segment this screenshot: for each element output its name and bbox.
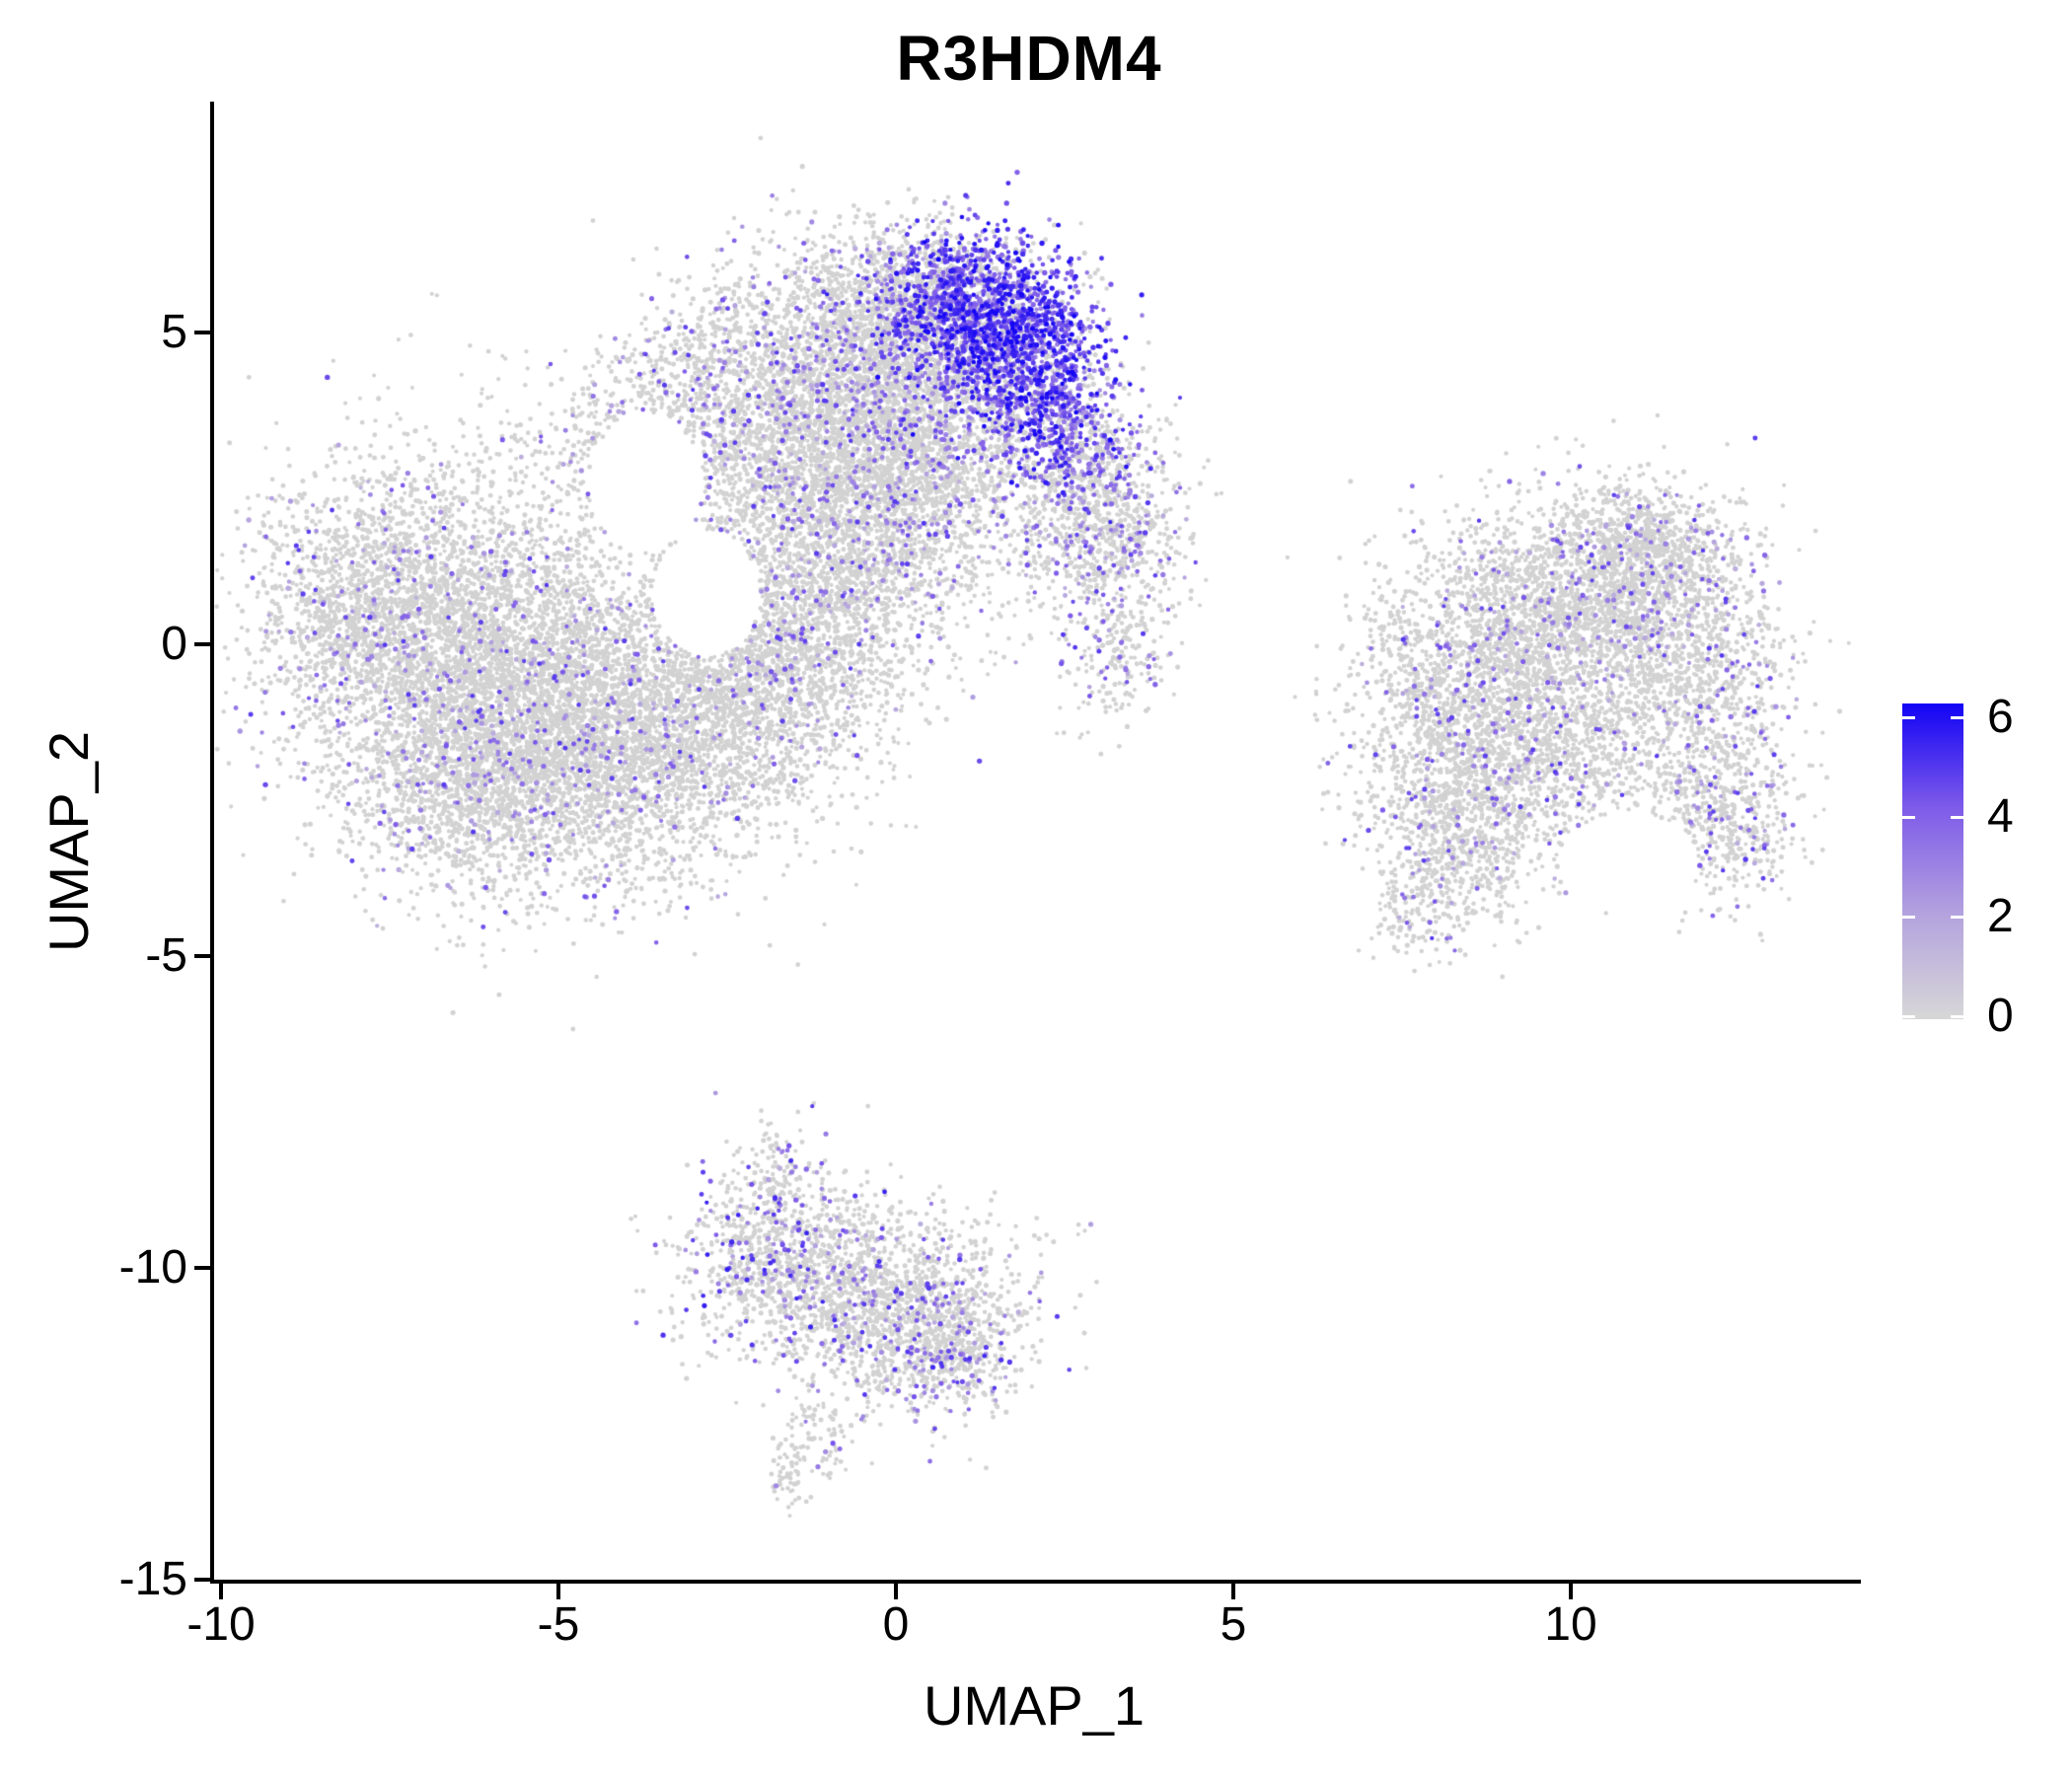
x-axis-tick-label: 5 bbox=[1220, 1598, 1247, 1651]
y-axis-line bbox=[210, 102, 214, 1584]
y-axis-tick-label: -15 bbox=[118, 1553, 187, 1605]
x-axis-tick-label: 10 bbox=[1544, 1598, 1597, 1651]
y-axis-tick bbox=[194, 331, 210, 334]
colorbar-tick bbox=[1902, 1015, 1915, 1018]
colorbar-tick bbox=[1951, 816, 1963, 819]
y-axis-tick-label: -10 bbox=[118, 1241, 187, 1294]
x-axis-tick-label: -10 bbox=[186, 1598, 256, 1651]
plot-title: R3HDM4 bbox=[896, 23, 1162, 94]
colorbar-tick-label: 0 bbox=[1987, 990, 2014, 1042]
y-axis-tick bbox=[194, 1266, 210, 1270]
x-axis-tick bbox=[894, 1584, 898, 1599]
colorbar-tick-label: 4 bbox=[1987, 790, 2014, 843]
y-axis-tick bbox=[194, 642, 210, 646]
colorbar-tick bbox=[1951, 1015, 1963, 1018]
x-axis-title: UMAP_1 bbox=[923, 1674, 1146, 1737]
y-axis-tick bbox=[194, 1578, 210, 1582]
colorbar-tick bbox=[1951, 716, 1963, 719]
colorbar-tick-label: 6 bbox=[1987, 691, 2014, 743]
y-axis-tick-label: 0 bbox=[161, 618, 187, 670]
x-axis-tick-label: -5 bbox=[537, 1598, 580, 1651]
x-axis-tick-label: 0 bbox=[882, 1598, 910, 1651]
colorbar-tick bbox=[1902, 716, 1915, 719]
x-axis-tick bbox=[219, 1584, 223, 1599]
colorbar-tick-label: 2 bbox=[1987, 890, 2014, 942]
x-axis-tick bbox=[1231, 1584, 1235, 1599]
colorbar-tick bbox=[1902, 816, 1915, 819]
colorbar-tick bbox=[1902, 916, 1915, 919]
colorbar-tick bbox=[1951, 916, 1963, 919]
x-axis-tick bbox=[1569, 1584, 1573, 1599]
y-axis-tick bbox=[194, 954, 210, 958]
y-axis-tick-label: -5 bbox=[145, 929, 187, 982]
colorbar-gradient bbox=[1902, 703, 1963, 1019]
x-axis-tick bbox=[556, 1584, 560, 1599]
x-axis-line bbox=[210, 1580, 1861, 1584]
y-axis-tick-label: 5 bbox=[161, 306, 187, 358]
